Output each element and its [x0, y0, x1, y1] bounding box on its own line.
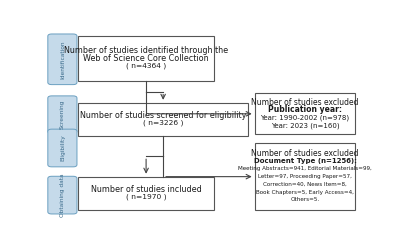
Text: Eligibility: Eligibility	[60, 135, 65, 161]
Text: ( n=1970 ): ( n=1970 )	[126, 194, 166, 200]
Text: Web of Science Core Collection: Web of Science Core Collection	[83, 54, 209, 63]
FancyBboxPatch shape	[48, 96, 77, 134]
Text: Year: 1990-2002 (n=978): Year: 1990-2002 (n=978)	[260, 114, 350, 121]
Text: Identification: Identification	[60, 40, 65, 78]
FancyBboxPatch shape	[78, 36, 214, 81]
FancyBboxPatch shape	[78, 103, 248, 136]
FancyBboxPatch shape	[255, 94, 355, 134]
FancyBboxPatch shape	[78, 177, 214, 210]
Text: Screening: Screening	[60, 100, 65, 129]
Text: Letter=97, Proceeding Paper=57,: Letter=97, Proceeding Paper=57,	[258, 174, 352, 179]
Text: Obtaining data: Obtaining data	[60, 173, 65, 217]
Text: Number of studies identified through the: Number of studies identified through the	[64, 46, 228, 55]
Text: Correction=40, News Item=8,: Correction=40, News Item=8,	[263, 182, 347, 187]
Text: Book Chapters=5, Early Access=4,: Book Chapters=5, Early Access=4,	[256, 190, 354, 195]
Text: Publication year:: Publication year:	[268, 105, 342, 114]
Text: Year: 2023 (n=160): Year: 2023 (n=160)	[271, 122, 339, 129]
FancyBboxPatch shape	[48, 34, 77, 85]
Text: ( n=4364 ): ( n=4364 )	[126, 63, 166, 69]
Text: Number of studies excluded: Number of studies excluded	[251, 149, 359, 158]
FancyBboxPatch shape	[48, 176, 77, 214]
FancyBboxPatch shape	[48, 129, 77, 167]
Text: ( n=3226 ): ( n=3226 )	[143, 120, 183, 126]
FancyBboxPatch shape	[255, 143, 355, 210]
Text: Document Type (n=1256):: Document Type (n=1256):	[254, 158, 356, 164]
Text: Number of studies screened for eligibility: Number of studies screened for eligibili…	[80, 111, 246, 120]
Text: Others=5.: Others=5.	[290, 198, 320, 202]
Text: Meeting Abstracts=941, Editorial Materials=99,: Meeting Abstracts=941, Editorial Materia…	[238, 166, 372, 171]
Text: Number of studies included: Number of studies included	[91, 185, 202, 194]
Text: Number of studies excluded: Number of studies excluded	[251, 98, 359, 107]
